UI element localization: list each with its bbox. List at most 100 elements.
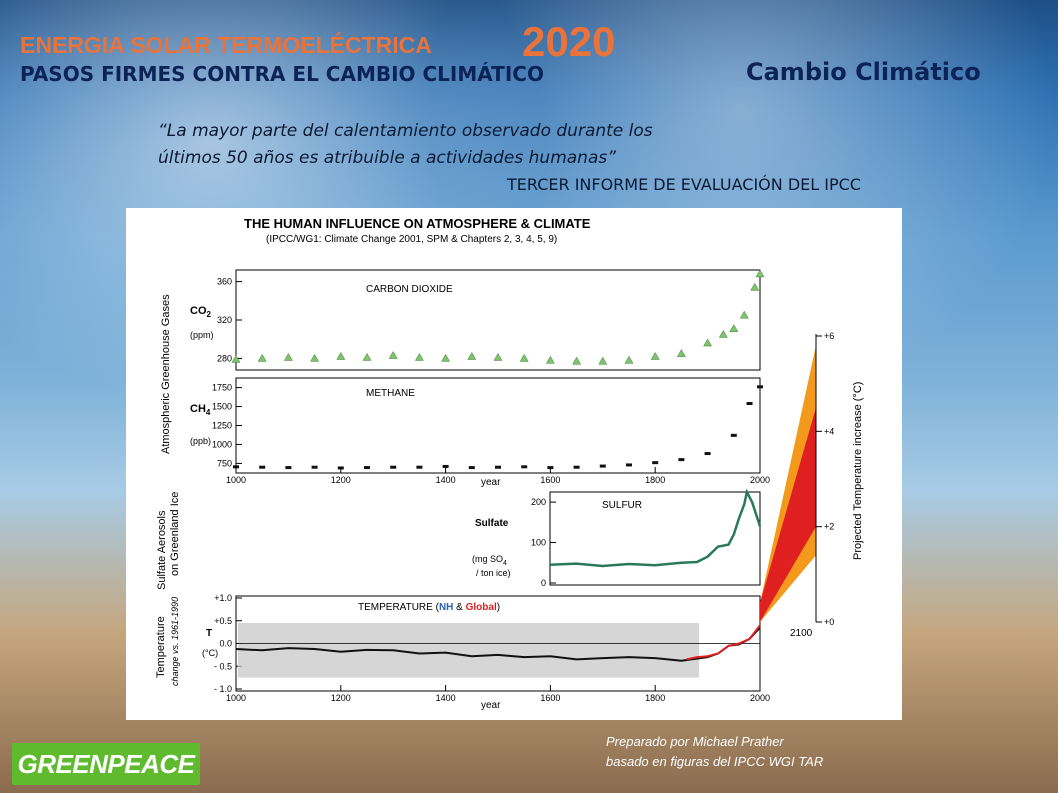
x-tick-label: 1000 — [226, 475, 246, 485]
co2-panel-title: CARBON DIOXIDE — [366, 284, 453, 295]
data-point — [676, 349, 686, 357]
data-point — [388, 351, 398, 359]
y-tick-label: 1000 — [212, 439, 232, 449]
ch4-series — [233, 385, 763, 470]
credit-line-2: basado en figuras del IPCC WGI TAR — [606, 754, 824, 769]
data-point — [652, 461, 659, 465]
year-label-upper: year — [481, 477, 501, 488]
projection-band — [760, 345, 816, 622]
projection-tick-label: +0 — [824, 617, 834, 627]
y-tick-label: 1500 — [212, 402, 232, 412]
x-tick-label: 1200 — [331, 693, 351, 703]
data-point — [362, 352, 372, 361]
uncertainty-band — [238, 623, 700, 678]
data-point — [598, 356, 608, 365]
slide-year: 2020 — [522, 18, 616, 65]
temp-group-label-2: change vs. 1961-1990 — [170, 597, 180, 686]
co2-ylabel: CO2 — [190, 305, 212, 319]
gases-group-label: Atmospheric Greenhouse Gases — [160, 294, 172, 454]
ch4-ylabel: CH4 — [190, 403, 211, 417]
data-point — [495, 465, 501, 469]
x-tick-label: 1800 — [645, 693, 665, 703]
y-tick-label: 1750 — [212, 383, 232, 393]
data-point — [442, 464, 449, 468]
projection-label: Projected Temperature increase (°C) — [852, 382, 864, 560]
y-tick-label: +1.0 — [214, 593, 232, 603]
quote-line-2: últimos 50 años es atribuible a activida… — [158, 148, 617, 168]
y-tick-label: - 0.5 — [214, 661, 232, 671]
sulfate-group-label-1: Sulfate Aerosols — [156, 510, 168, 590]
sulfur-panel-title: SULFUR — [602, 500, 642, 511]
series-line — [686, 624, 761, 661]
data-point — [467, 351, 477, 360]
ipcc-figure-svg: THE HUMAN INFLUENCE ON ATMOSPHERE & CLIM… — [155, 216, 864, 711]
data-point — [336, 351, 346, 360]
data-point — [757, 385, 763, 389]
data-point — [573, 465, 580, 469]
projection-series — [760, 345, 816, 622]
figure-subtitle: (IPCC/WG1: Climate Change 2001, SPM & Ch… — [266, 234, 557, 245]
temperature-ylabel-units: (°C) — [202, 648, 218, 658]
data-point — [390, 465, 397, 469]
projection-y-ticks: +6 +4 +2 +0 — [816, 331, 834, 627]
x-tick-label: 1600 — [540, 475, 560, 485]
slide-title: ENERGIA SOLAR TERMOELÉCTRICA — [20, 32, 432, 58]
series-line — [549, 488, 762, 568]
y-tick-label: 1250 — [212, 421, 232, 431]
data-point — [416, 465, 423, 469]
sulfate-ylabel-units: (mg SO4 — [472, 554, 507, 567]
data-point — [283, 352, 293, 361]
data-point — [730, 433, 737, 437]
data-point — [599, 464, 606, 468]
co2-series — [231, 269, 765, 365]
data-point — [468, 466, 475, 470]
data-point — [703, 338, 713, 347]
data-point — [746, 402, 753, 406]
y-tick-label: 280 — [217, 353, 232, 363]
x-tick-label: 1600 — [540, 693, 560, 703]
y-tick-label: 0 — [541, 578, 546, 588]
data-point — [519, 353, 529, 362]
y-tick-label: 750 — [217, 458, 232, 468]
data-point — [626, 463, 632, 467]
projection-tick-label: +4 — [824, 426, 834, 436]
data-point — [311, 465, 318, 469]
x-tick-label: 2000 — [750, 475, 770, 485]
credit: Preparado por Michael Prather basado en … — [606, 732, 823, 772]
data-point — [750, 282, 760, 291]
data-point — [231, 354, 241, 363]
section-title: Cambio Climático — [746, 58, 981, 86]
data-point — [718, 329, 728, 338]
sulfate-group-label-2: on Greenland Ice — [169, 492, 181, 576]
ipcc-quote: “La mayor parte del calentamiento observ… — [158, 118, 798, 172]
y-tick-label: 320 — [217, 315, 232, 325]
data-point — [650, 351, 660, 360]
quote-line-1: “La mayor parte del calentamiento observ… — [158, 121, 653, 141]
data-point — [545, 355, 555, 364]
sulfate-ylabel-units-2: / ton ice) — [476, 568, 511, 578]
projection-band — [760, 407, 816, 622]
data-point — [233, 465, 239, 469]
sulfur-panel-frame — [549, 491, 761, 586]
temperature-panel-title: TEMPERATURE (NH & Global) — [358, 602, 500, 613]
data-point — [739, 310, 749, 319]
data-point — [414, 352, 424, 361]
ch4-ylabel-units: (ppb) — [190, 436, 211, 446]
x-tick-label: 1200 — [331, 475, 351, 485]
x-tick-label: 1800 — [645, 475, 665, 485]
temperature-series — [235, 623, 761, 678]
data-point — [285, 466, 292, 470]
x-ticks-upper: 1000 1200 1400 1600 1800 2000 — [226, 467, 770, 485]
y-tick-label: 100 — [531, 538, 546, 548]
data-point — [678, 458, 685, 462]
data-point — [493, 352, 503, 361]
x-tick-label: 1400 — [436, 693, 456, 703]
data-point — [755, 269, 765, 278]
co2-ylabel-units: (ppm) — [190, 330, 214, 340]
x-tick-label: 1000 — [226, 693, 246, 703]
data-point — [441, 353, 451, 362]
x-tick-label: 1400 — [436, 475, 456, 485]
data-point — [364, 466, 370, 470]
y-tick-label: +0.5 — [214, 616, 232, 626]
slide-subtitle: PASOS FIRMES CONTRA EL CAMBIO CLIMÁTICO — [20, 62, 544, 86]
